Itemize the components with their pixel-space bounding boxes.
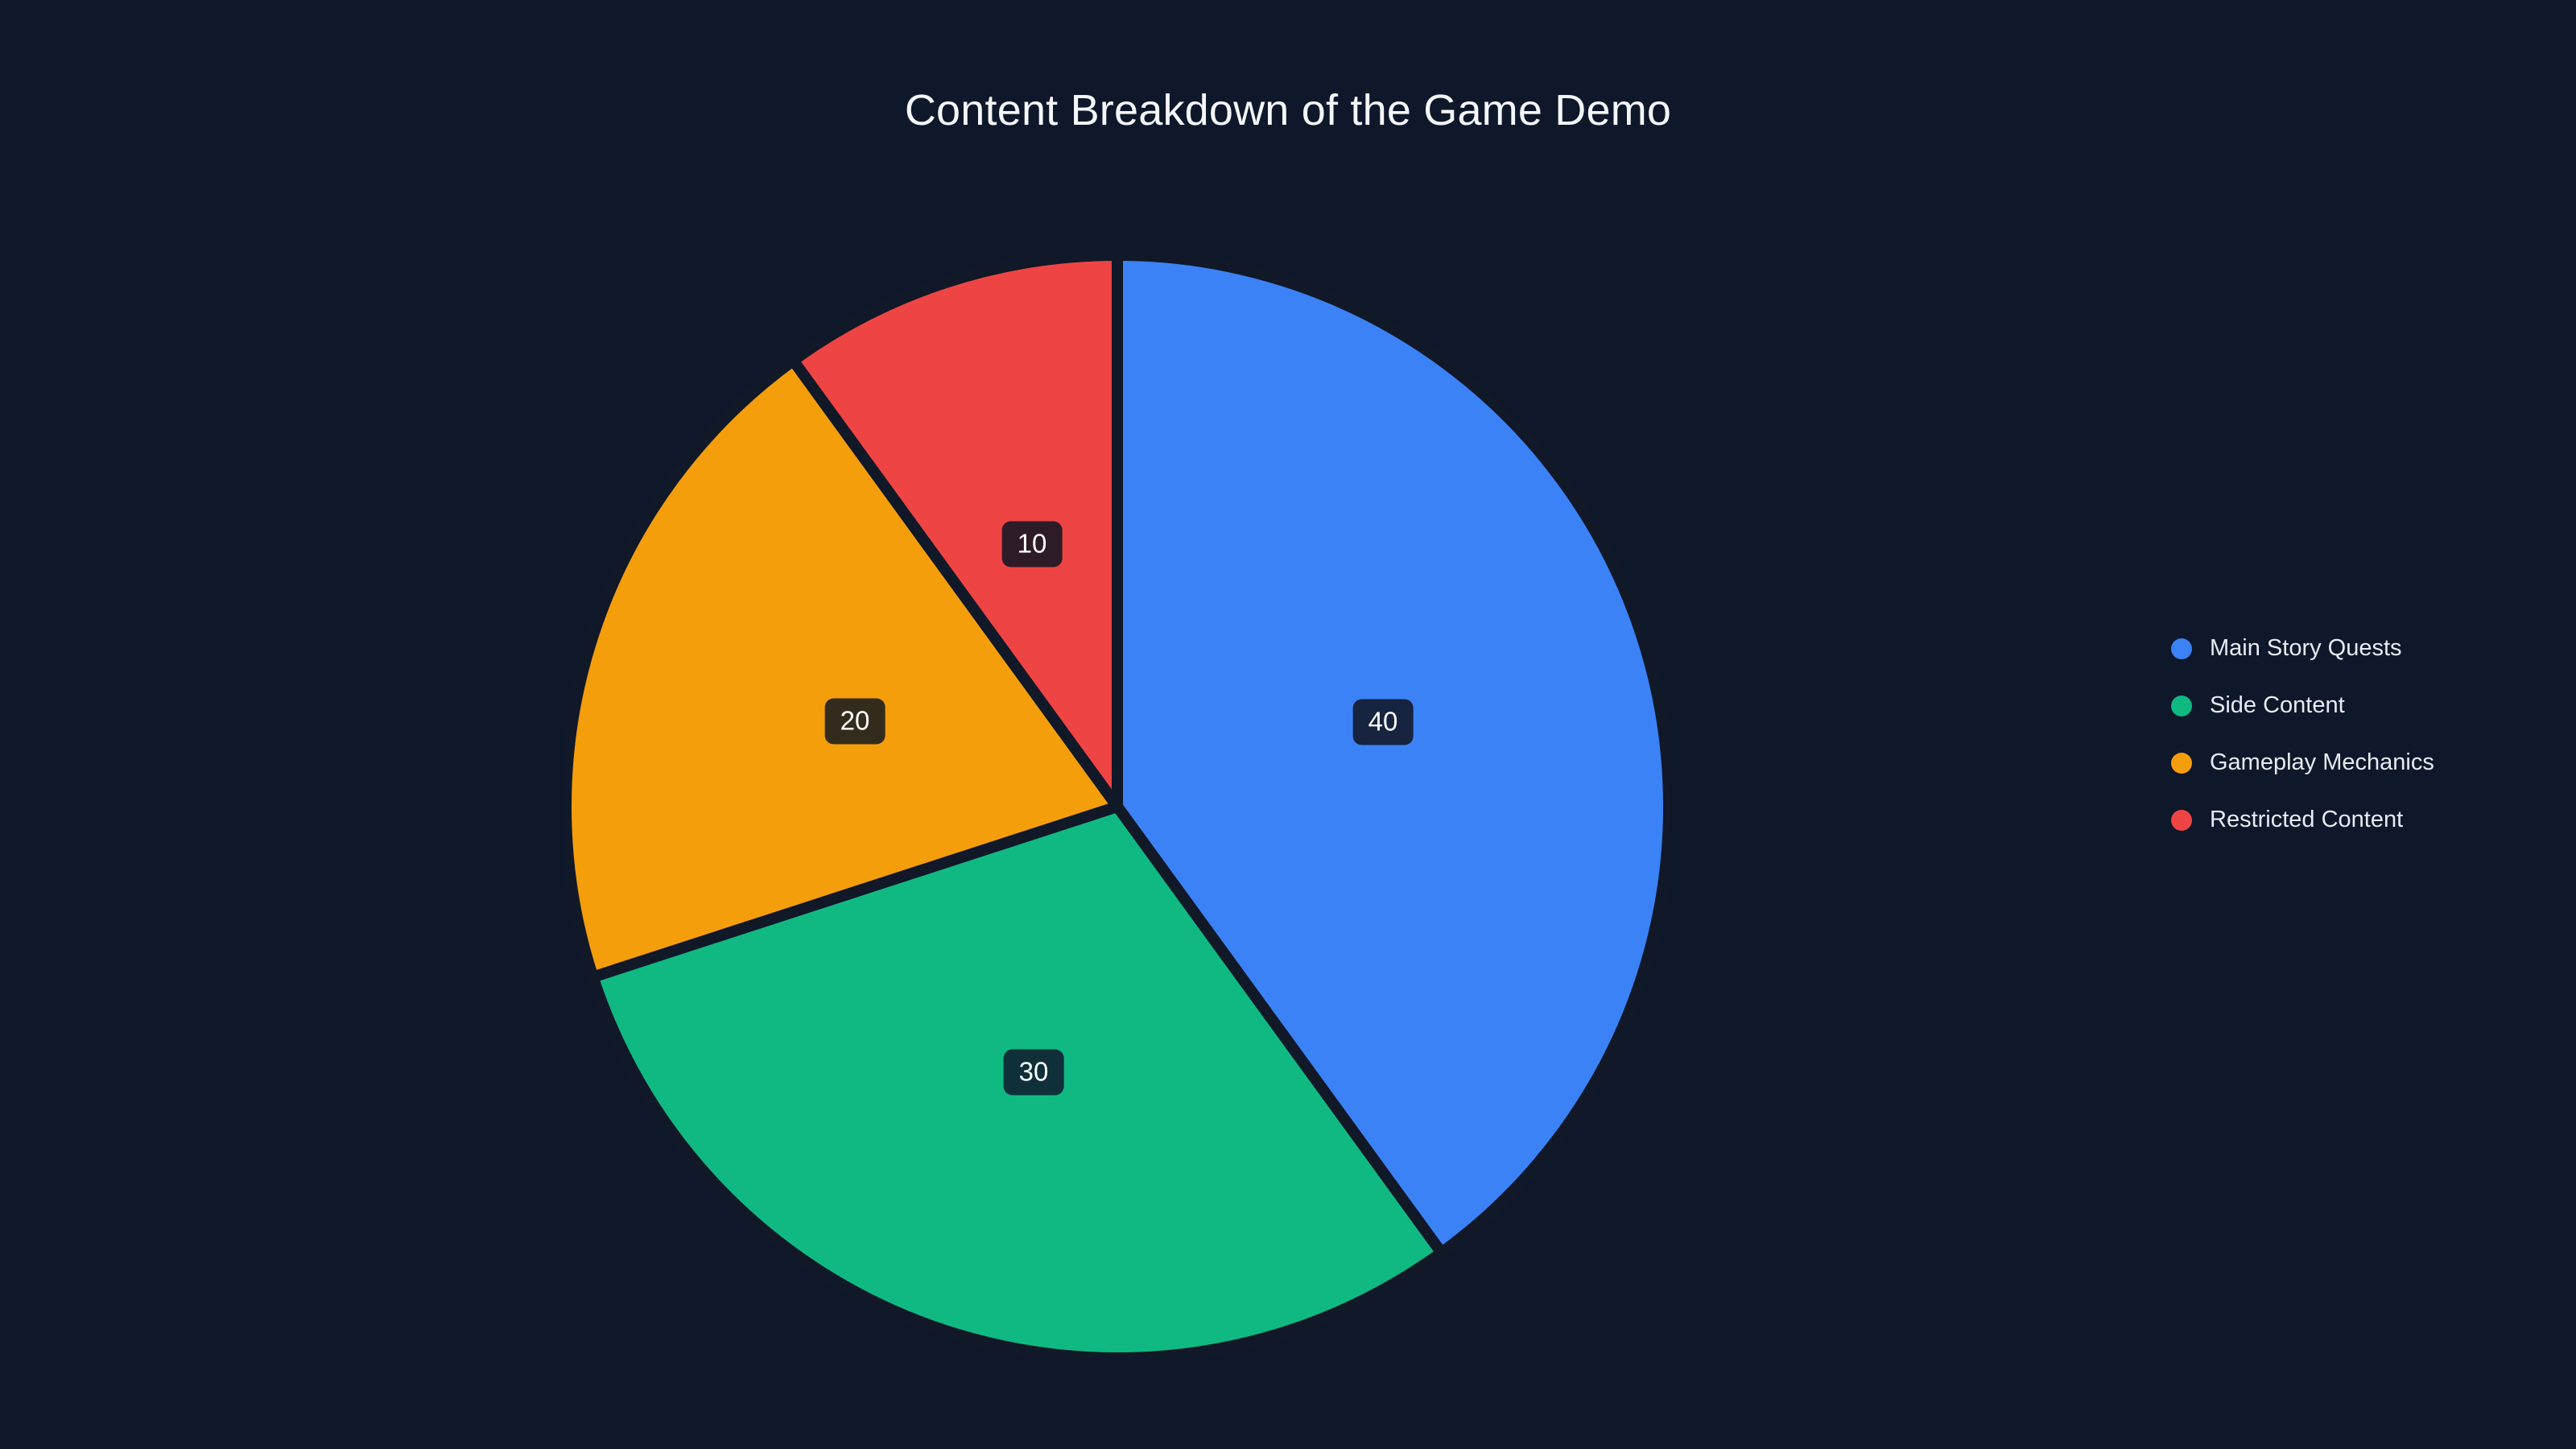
legend-item-label: Main Story Quests bbox=[2210, 635, 2402, 661]
pie-slice-main-story-quests[interactable] bbox=[1112, 255, 1669, 1259]
slice-value-label-40: 40 bbox=[1352, 699, 1414, 745]
slice-value-label-10: 10 bbox=[1001, 521, 1063, 568]
slice-value-label-30: 30 bbox=[1003, 1049, 1064, 1096]
legend-swatch-icon bbox=[2171, 752, 2192, 774]
legend-item-gameplay-mechanics[interactable]: Gameplay Mechanics bbox=[2171, 734, 2541, 791]
pie-slice-restricted-content[interactable] bbox=[787, 255, 1123, 812]
legend-item-label: Gameplay Mechanics bbox=[2210, 749, 2434, 775]
legend-swatch-icon bbox=[2171, 809, 2192, 831]
legend: Main Story Quests Side Content Gameplay … bbox=[2171, 620, 2541, 848]
pie-svg bbox=[566, 255, 1669, 1358]
legend-item-label: Restricted Content bbox=[2210, 807, 2404, 832]
legend-item-restricted-content[interactable]: Restricted Content bbox=[2171, 791, 2541, 848]
legend-item-side-content[interactable]: Side Content bbox=[2171, 677, 2541, 734]
legend-item-label: Side Content bbox=[2210, 692, 2345, 718]
legend-swatch-icon bbox=[2171, 695, 2192, 716]
chart-title: Content Breakdown of the Game Demo bbox=[904, 86, 1672, 134]
legend-swatch-icon bbox=[2171, 638, 2192, 659]
pie-slices bbox=[566, 255, 1669, 1358]
pie-plot-area bbox=[566, 255, 1669, 1358]
slice-value-label-20: 20 bbox=[824, 698, 886, 745]
pie-slice-gameplay-mechanics[interactable] bbox=[566, 354, 1123, 983]
legend-item-main-story-quests[interactable]: Main Story Quests bbox=[2171, 620, 2541, 677]
